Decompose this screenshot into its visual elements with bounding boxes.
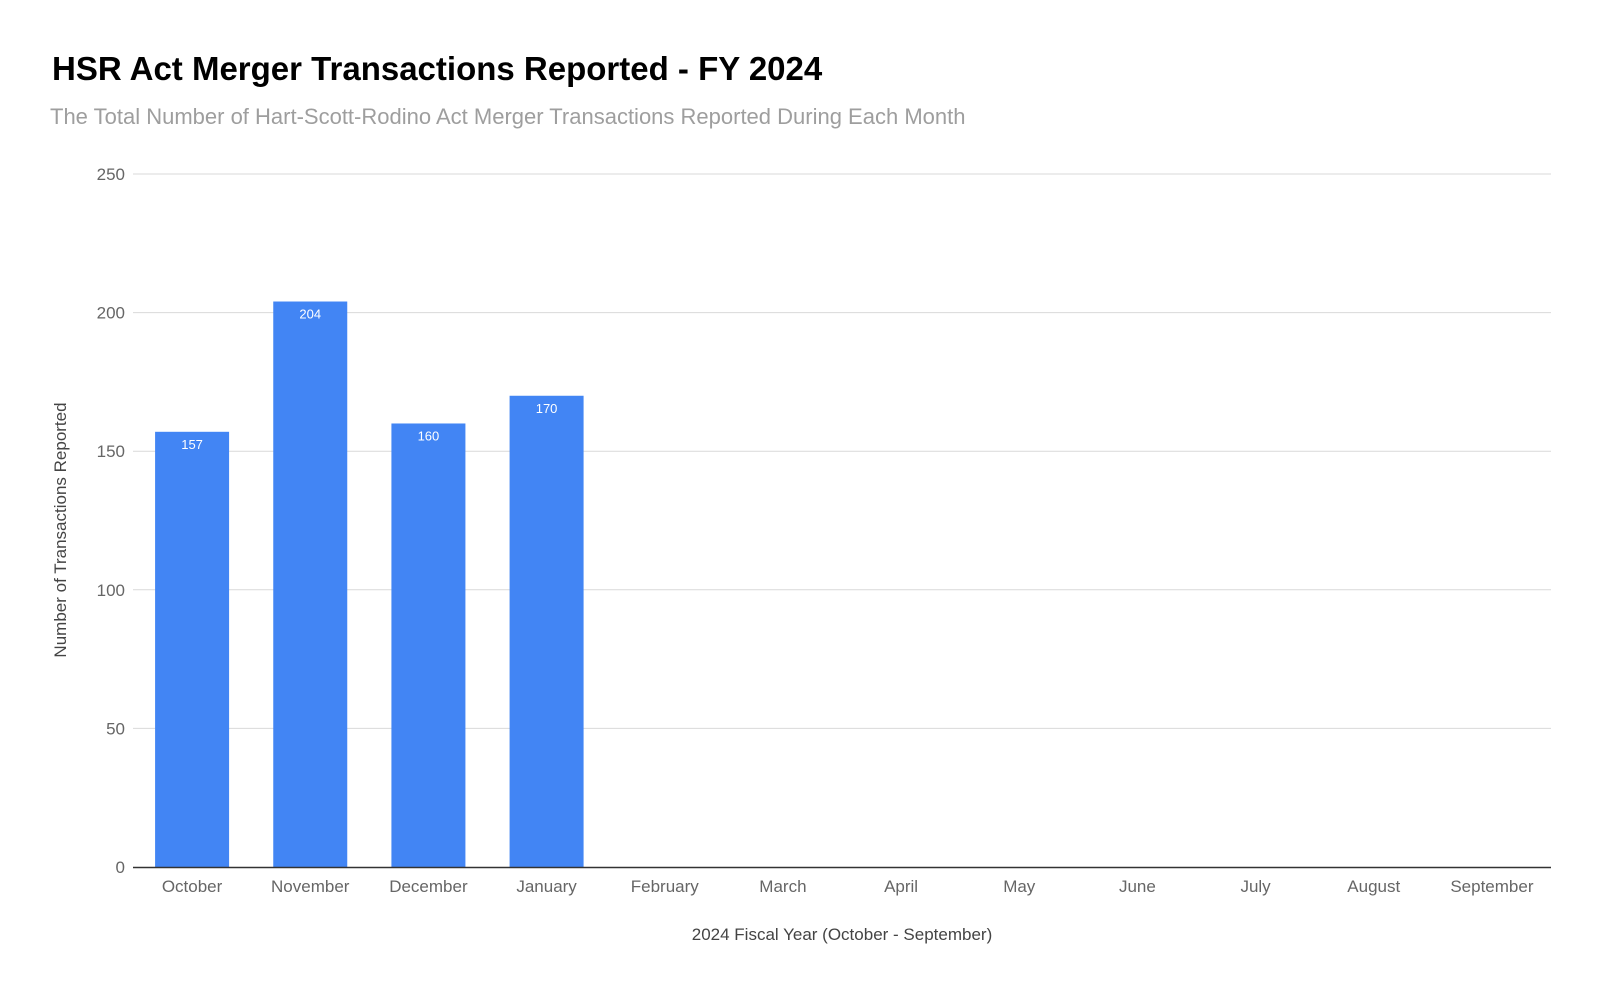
x-tick-label: August (1347, 877, 1400, 896)
x-tick-label: November (271, 877, 350, 896)
bar-january (509, 395, 584, 867)
gridlines (133, 173, 1551, 729)
x-tick-label: January (516, 877, 577, 896)
x-tick-label: September (1450, 877, 1533, 896)
chart-title: HSR Act Merger Transactions Reported - F… (52, 50, 823, 87)
data-label-december: 160 (418, 428, 440, 443)
y-tick-labels: 0 50 100 150 200 250 (97, 165, 125, 877)
x-axis-title: 2024 Fiscal Year (October - September) (692, 925, 992, 944)
bar-november (273, 301, 348, 868)
x-tick-label: April (884, 877, 918, 896)
y-tick-label: 0 (116, 858, 125, 877)
x-tick-label: June (1119, 877, 1156, 896)
y-tick-label: 100 (97, 581, 125, 600)
data-label-november: 204 (299, 307, 321, 322)
x-tick-label: December (389, 877, 468, 896)
y-axis-title: Number of Transactions Reported (51, 402, 70, 657)
y-tick-label: 200 (97, 304, 125, 323)
chart-subtitle: The Total Number of Hart-Scott-Rodino Ac… (50, 104, 966, 129)
data-label-january: 170 (536, 401, 558, 416)
data-label-october: 157 (181, 437, 203, 452)
x-tick-labels: October November December January February Ma… (162, 877, 1534, 896)
x-tick-label: February (631, 877, 700, 896)
x-tick-label: October (162, 877, 223, 896)
bar-october (155, 431, 230, 867)
y-tick-label: 250 (97, 165, 125, 184)
x-tick-label: July (1240, 877, 1271, 896)
bars (155, 301, 584, 868)
x-tick-label: March (759, 877, 806, 896)
data-labels: 157 204 160 170 (181, 307, 557, 452)
x-tick-label: May (1003, 877, 1036, 896)
bar-december (391, 423, 466, 867)
y-tick-label: 50 (106, 719, 125, 738)
y-tick-label: 150 (97, 442, 125, 461)
